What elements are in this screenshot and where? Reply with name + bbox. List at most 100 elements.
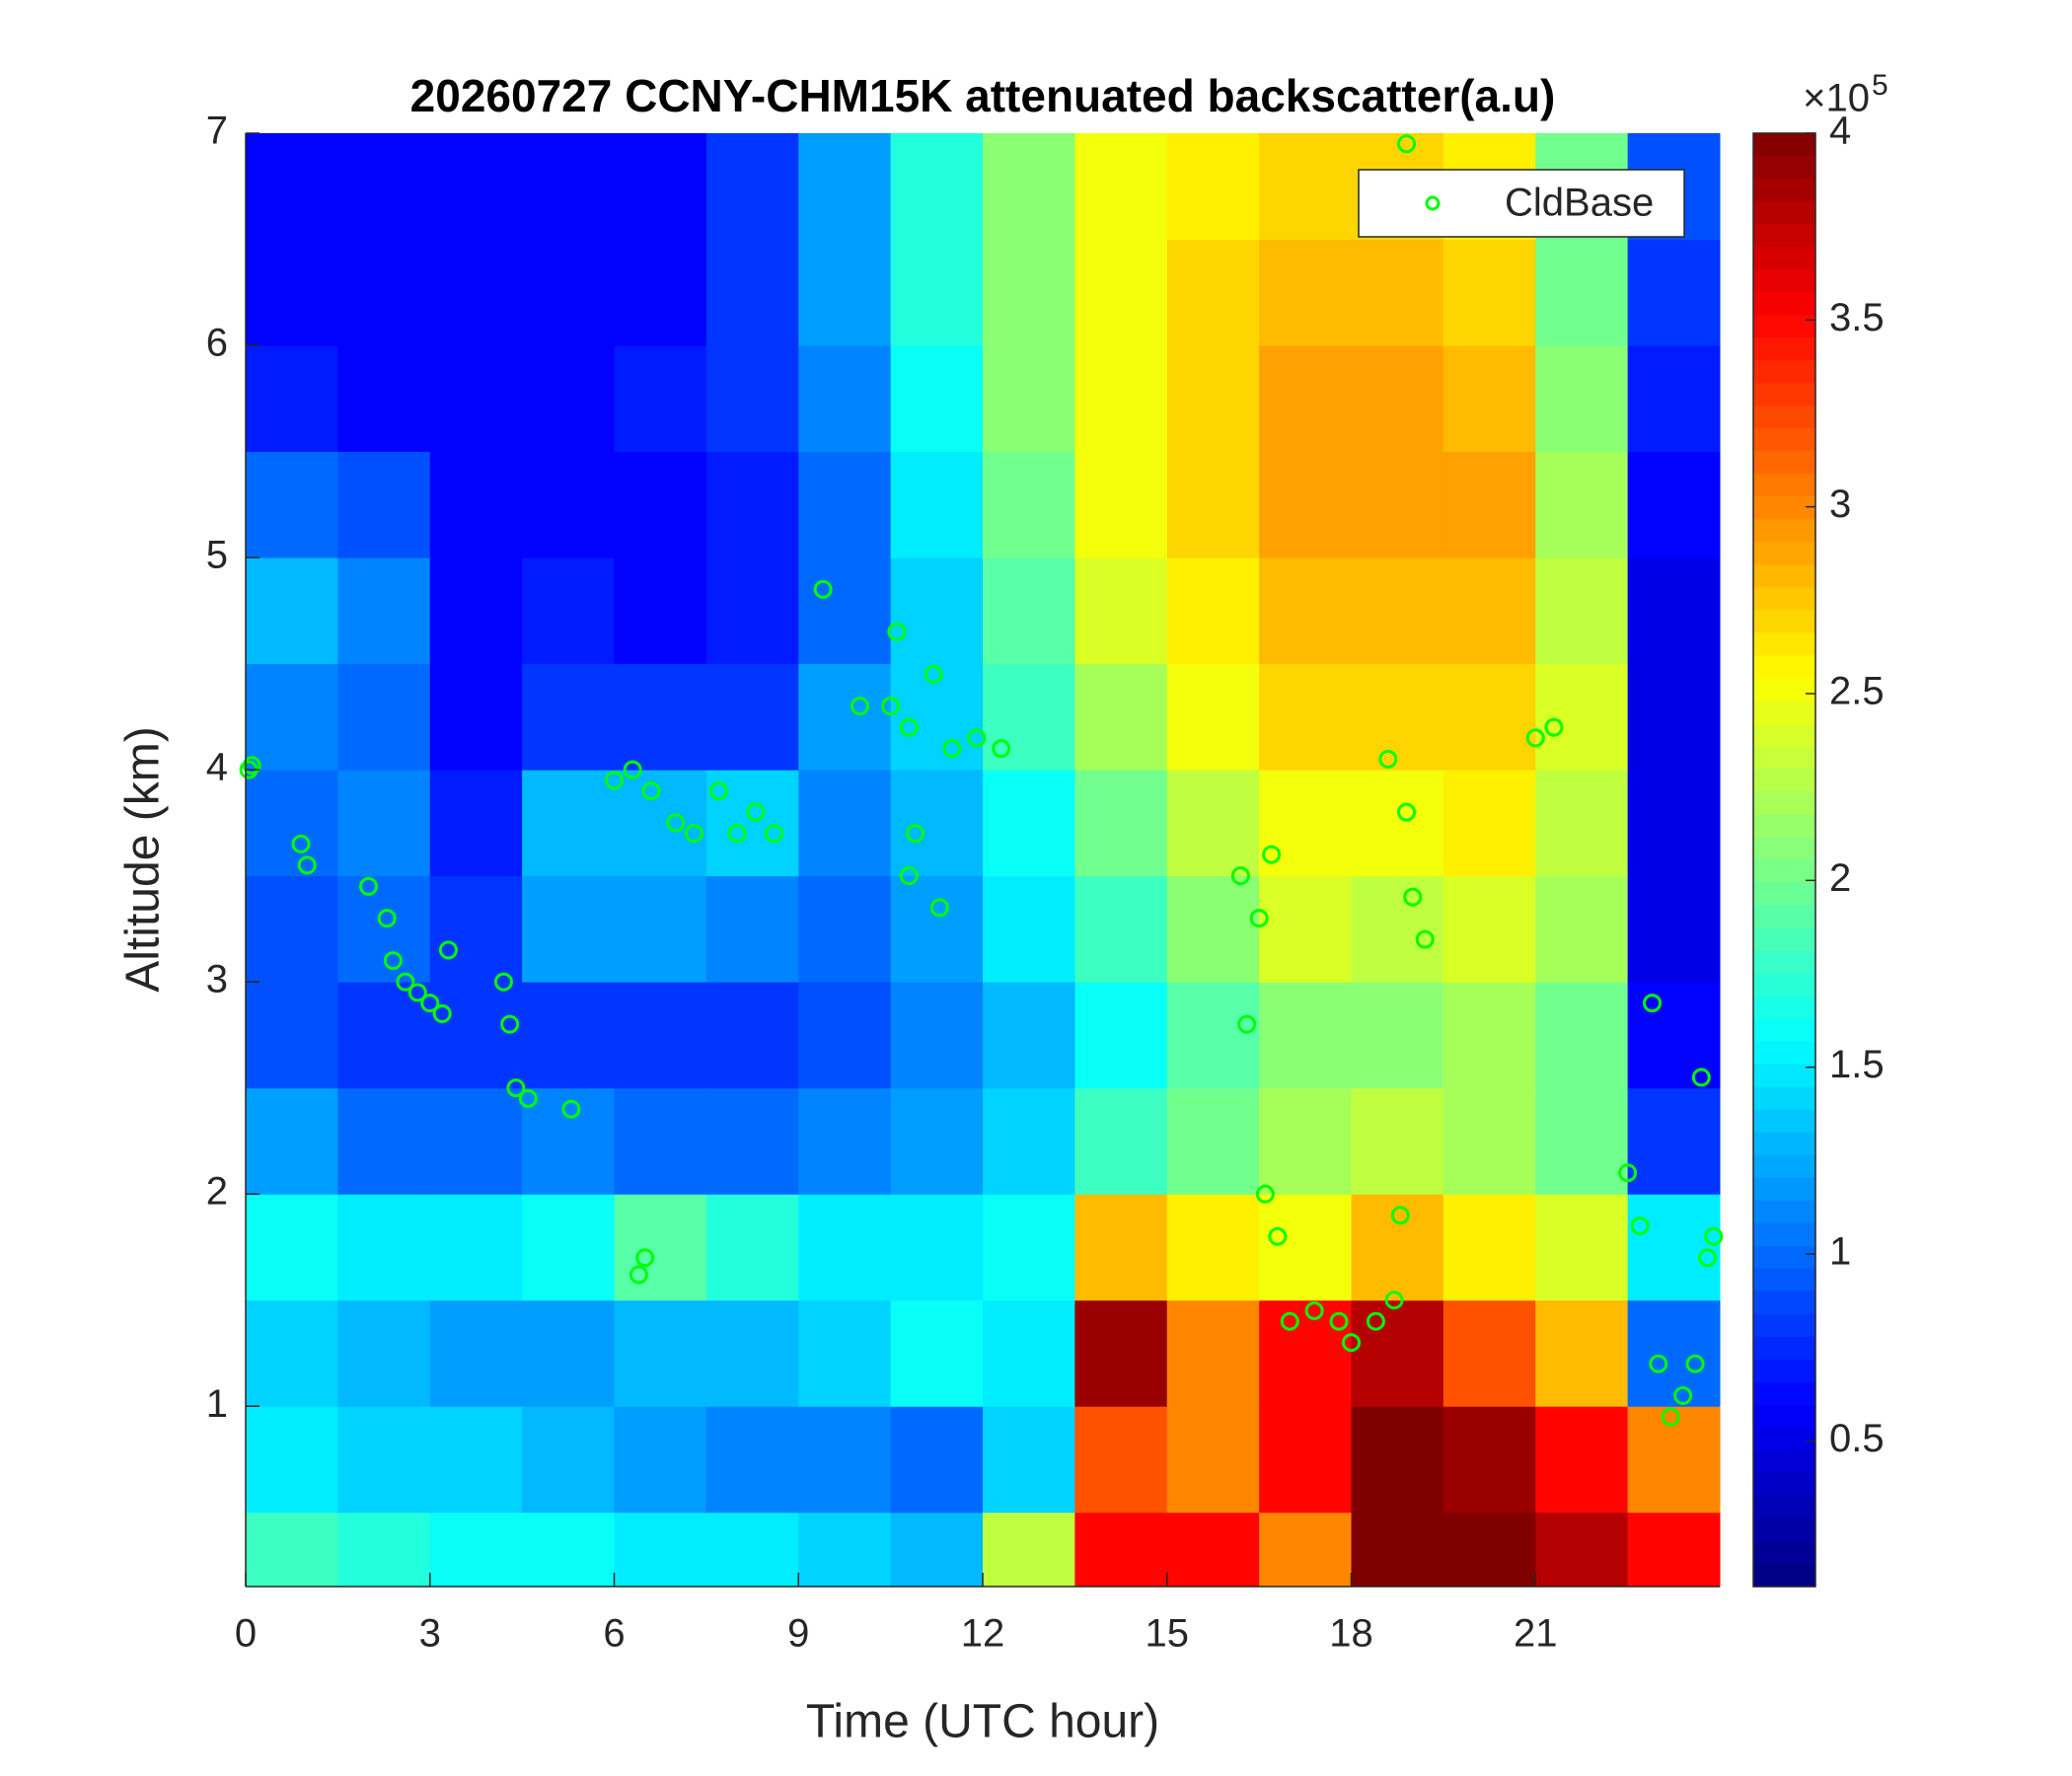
heatmap-cell [1351,875,1444,983]
scatter-point [359,876,378,896]
heatmap-cell [429,1194,523,1301]
scatter-point [518,1088,538,1108]
scatter-point [407,983,427,1002]
colorbar-segment [1753,133,1815,157]
heatmap-cell [1166,557,1260,665]
heatmap-cell [1074,875,1168,983]
heatmap-cell [337,1087,431,1195]
y-tick-label: 4 [206,746,228,789]
heatmap-cell [705,1194,799,1301]
heatmap-cell [1627,451,1721,558]
scatter-point [942,739,962,759]
colorbar-segment [1753,269,1815,293]
colorbar-segment [1753,859,1815,884]
heatmap-cell [1351,345,1444,453]
heatmap-cell [614,1406,707,1514]
scatter-point [1673,1385,1693,1405]
legend: CldBase [1358,169,1685,238]
scatter-point [1698,1248,1718,1268]
heatmap-cell [1351,1087,1444,1195]
colorbar-segment [1753,360,1815,384]
colorbar-segment [1753,1517,1815,1542]
colorbar-segment [1753,179,1815,202]
heatmap-cell [1627,770,1721,877]
heatmap-cell [246,770,338,877]
heatmap-cell [705,1406,799,1514]
heatmap-cell [1351,1512,1444,1588]
heatmap-cell [705,133,799,241]
scatter-point [641,781,661,801]
heatmap-cell [1351,1406,1444,1514]
colorbar-segment [1753,769,1815,793]
heatmap-cell [1259,663,1352,771]
colorbar-segment [1753,927,1815,952]
colorbar-tick-label: 2 [1829,856,1851,900]
heatmap-cell [1351,451,1444,558]
heatmap-cell [337,451,431,558]
scatter-point [1415,929,1435,949]
colorbar-segment [1753,337,1815,361]
heatmap-cell [983,1194,1075,1301]
heatmap-cell [1351,1194,1444,1301]
scatter-point [635,1248,655,1268]
heatmap-cell [983,770,1075,877]
heatmap-cell [1351,663,1444,771]
heatmap-cell [1259,451,1352,558]
colorbar-segment [1753,519,1815,543]
heatmap-cell [429,663,523,771]
scatter-point [684,824,703,844]
colorbar-segment [1753,610,1815,633]
scatter-point [924,664,943,684]
heatmap-cell [1259,133,1352,241]
colorbar-segment [1753,1404,1815,1429]
heatmap-cell [337,557,431,665]
heatmap-cell [1535,1406,1629,1514]
scatter-point [929,898,949,918]
heatmap-cell [522,1087,615,1195]
heatmap-cell [1443,451,1536,558]
scatter-point [1397,134,1417,154]
scatter-point [605,771,624,790]
y-tick-label: 5 [206,534,228,577]
scatter-point [1685,1354,1705,1373]
heatmap-cell [1074,345,1168,453]
legend-label: CldBase [1505,182,1654,225]
heatmap-cell [522,1406,615,1514]
colorbar-segment [1753,723,1815,748]
colorbar-segment [1753,1064,1815,1088]
colorbar-tick-label: 1 [1829,1230,1851,1274]
heatmap-cell [705,345,799,453]
heatmap-cell [1627,1299,1721,1407]
scatter-point [1397,802,1417,822]
heatmap-cell [705,1299,799,1407]
scatter-point [242,756,261,776]
colorbar-segment [1753,1200,1815,1224]
heatmap-cell [614,1512,707,1588]
scatter-point [881,697,901,716]
heatmap-cell [1259,239,1352,346]
scatter-point [396,972,415,992]
scatter-point [1249,909,1269,928]
heatmap-cell [1074,1299,1168,1407]
heatmap-cell [246,875,338,983]
heatmap-cell [1259,770,1352,877]
colorbar-segment [1753,678,1815,702]
heatmap-cell [1259,1087,1352,1195]
heatmap-cell [337,1194,431,1301]
heatmap-cell [1166,345,1260,453]
x-tick-label: 9 [787,1612,809,1656]
heatmap-cell [1627,557,1721,665]
scatter-point [887,622,907,641]
colorbar-segment [1753,564,1815,588]
heatmap-cell [246,1299,338,1407]
heatmap-cell [429,1406,523,1514]
heatmap-cell [1535,875,1629,983]
heatmap-cell [522,982,615,1089]
heatmap-cell [614,557,707,665]
heatmap-cell [614,345,707,453]
heatmap-cell [705,451,799,558]
x-tick-label: 0 [235,1612,257,1656]
heatmap-cell [1166,239,1260,346]
colorbar-tick-label: 2.5 [1829,670,1885,713]
heatmap-cell [1259,1512,1352,1588]
